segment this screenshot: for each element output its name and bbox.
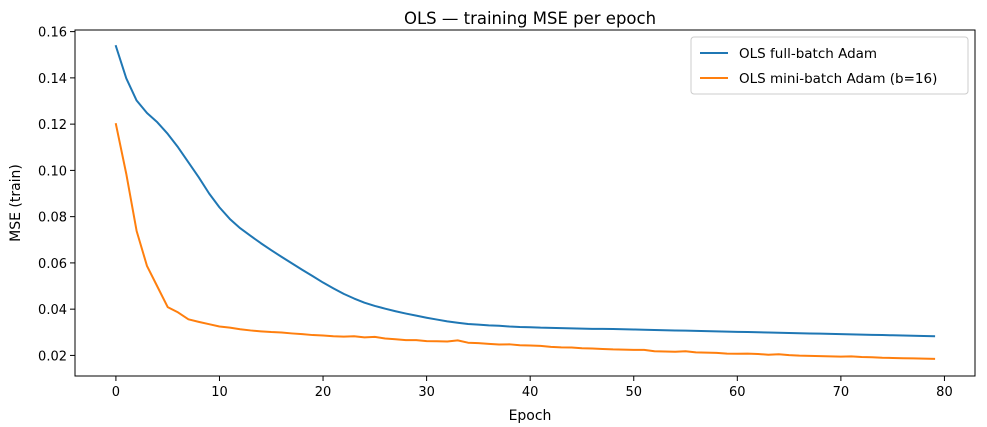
legend-label-full-batch: OLS full-batch Adam <box>739 46 877 62</box>
x-tick-label: 10 <box>211 385 228 400</box>
x-tick-label: 40 <box>522 385 539 400</box>
x-tick-label: 0 <box>112 385 120 400</box>
y-tick-label: 0.14 <box>38 72 67 87</box>
y-tick-label: 0.12 <box>38 118 67 133</box>
x-tick-label: 70 <box>833 385 850 400</box>
x-tick-label: 20 <box>315 385 332 400</box>
y-tick-label: 0.08 <box>38 211 67 226</box>
chart-title: OLS — training MSE per epoch <box>404 9 656 28</box>
y-tick-label: 0.10 <box>38 164 67 179</box>
y-axis: 0.02 0.04 0.06 0.08 0.10 0.12 0.14 0.16 <box>38 26 75 364</box>
series-line-mini-batch <box>114 122 936 360</box>
x-axis-label: Epoch <box>509 408 552 424</box>
x-tick-label: 60 <box>729 385 746 400</box>
legend: OLS full-batch Adam OLS mini-batch Adam … <box>690 36 969 95</box>
y-tick-label: 0.02 <box>38 349 67 364</box>
x-tick-label: 30 <box>418 385 435 400</box>
legend-label-mini-batch: OLS mini-batch Adam (b=16) <box>739 71 937 87</box>
y-tick-label: 0.06 <box>38 257 67 272</box>
series-layer <box>114 44 936 360</box>
x-axis: 0 10 20 30 40 50 60 70 80 <box>112 376 953 400</box>
x-tick-label: 80 <box>936 385 953 400</box>
series-line-full-batch <box>114 44 936 338</box>
y-tick-label: 0.16 <box>38 26 67 41</box>
plot-frame <box>74 29 976 377</box>
y-axis-label: MSE (train) <box>8 164 24 242</box>
legend-box <box>690 36 969 95</box>
y-tick-label: 0.04 <box>38 303 67 318</box>
x-tick-label: 50 <box>625 385 642 400</box>
